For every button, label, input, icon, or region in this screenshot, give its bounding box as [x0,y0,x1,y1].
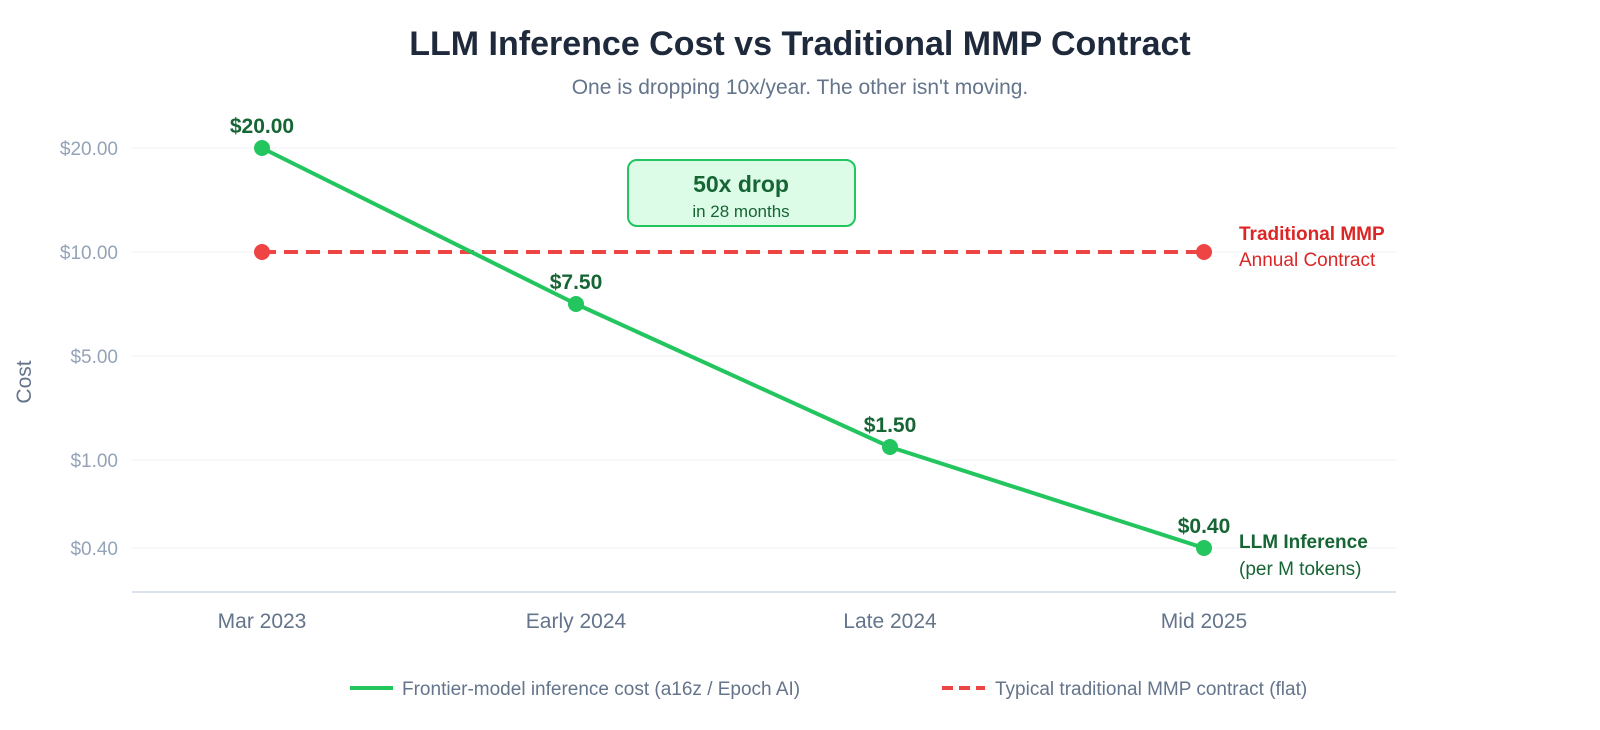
data-label: $0.40 [1178,515,1231,538]
grid-lines [132,147,1396,549]
data-point-llm [254,140,270,156]
data-point-llm [568,296,584,312]
end-label-mmp-subtitle: Annual Contract [1239,250,1376,271]
data-labels: $20.00 $7.50 $1.50 $0.40 [230,115,1230,538]
data-point-mmp [254,244,270,260]
y-tick-label: $1.00 [70,451,118,472]
legend-label-llm: Frontier-model inference cost (a16z / Ep… [402,679,800,700]
y-tick-label: $20.00 [60,139,118,160]
y-axis-label: Cost [13,360,36,403]
data-point-llm [1196,540,1212,556]
chart-subtitle: One is dropping 10x/year. The other isn'… [572,76,1029,99]
chart-title: LLM Inference Cost vs Traditional MMP Co… [409,25,1191,63]
data-point-llm [882,439,898,455]
data-label: $20.00 [230,115,294,138]
y-tick-labels: $20.00 $10.00 $5.00 $1.00 $0.40 [60,139,118,560]
legend: Frontier-model inference cost (a16z / Ep… [350,679,1307,700]
series-line-llm [261,146,1205,550]
y-tick-label: $5.00 [70,347,118,368]
data-label: $1.50 [864,414,917,437]
end-label-mmp-title: Traditional MMP [1239,224,1385,245]
annotation-subtitle: in 28 months [692,202,789,221]
x-tick-label: Mid 2025 [1161,610,1247,633]
x-tick-label: Mar 2023 [218,610,307,633]
annotation-title: 50x drop [693,171,789,197]
series-layer [254,140,1212,556]
x-tick-labels: Mar 2023 Early 2024 Late 2024 Mid 2025 [218,610,1248,633]
end-label-llm-title: LLM Inference [1239,532,1368,553]
end-label-llm-subtitle: (per M tokens) [1239,559,1361,580]
x-tick-label: Early 2024 [526,610,627,633]
legend-label-mmp: Typical traditional MMP contract (flat) [995,679,1307,700]
end-labels: Traditional MMP Annual Contract LLM Infe… [1239,224,1385,580]
annotation-rect [627,159,856,227]
data-point-mmp [1196,244,1212,260]
data-label: $7.50 [550,271,603,294]
y-tick-label: $10.00 [60,243,118,264]
annotation-box: 50x drop in 28 months [627,159,856,227]
x-tick-label: Late 2024 [843,610,937,633]
y-tick-label: $0.40 [70,539,118,560]
